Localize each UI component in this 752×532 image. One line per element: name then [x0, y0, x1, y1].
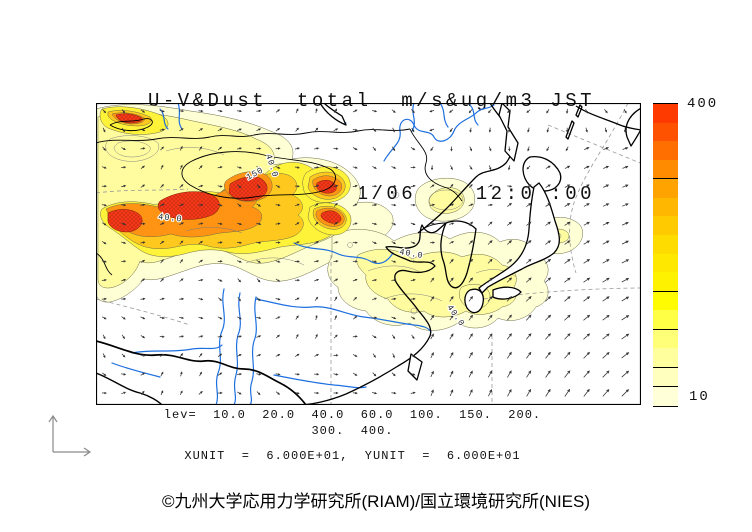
contour-lines: [105, 135, 562, 315]
map-plot-area: 40.0 150 40.0 40.0 40.0: [95, 102, 642, 406]
colorbar-segment: [653, 310, 678, 329]
contour-levels-line1: lev= 10.0 20.0 40.0 60.0 100. 150. 200.: [163, 408, 542, 422]
contour-label: 40.0: [158, 212, 183, 224]
colorbar-segment: [653, 122, 678, 142]
copyright-line: ©九州大学応用力学研究所(RIAM)/国立環境研究所(NIES): [161, 492, 591, 511]
colorbar: [653, 103, 678, 407]
colorbar-segment: [653, 366, 678, 387]
colorbar-segment: [653, 290, 678, 311]
colorbar-segment: [653, 234, 678, 254]
colorbar-segment: [653, 216, 678, 235]
contour-levels-line2: 300. 400.: [311, 424, 394, 438]
colorbar-max-label: 400: [687, 96, 719, 112]
rivers: [111, 103, 495, 405]
colorbar-min-label: 10: [689, 389, 710, 405]
wind-vector-field: [101, 108, 630, 397]
dust-contour-fills: [96, 104, 583, 331]
coastlines-borders: [96, 103, 641, 405]
colorbar-segment: [653, 386, 678, 406]
graticule-lines: [96, 103, 641, 405]
colorbar-segment: [653, 328, 678, 349]
colorbar-segment: [653, 253, 678, 273]
map-frame: [95, 102, 642, 406]
colorbar-segment: [653, 104, 678, 123]
colorbar-segment: [653, 159, 678, 179]
colorbar-segment: [653, 348, 678, 367]
colorbar-segment: [653, 197, 678, 217]
vector-units-line: XUNIT = 6.000E+01, YUNIT = 6.000E+01: [184, 449, 521, 463]
colorbar-segment: [653, 272, 678, 291]
colorbar-segment: [653, 141, 678, 160]
chart-title: U-V&Dust total m/s&ug/m3 JST: [147, 90, 595, 112]
colorbar-segment: [653, 178, 678, 198]
axis-orientation-arrows: [48, 414, 92, 457]
